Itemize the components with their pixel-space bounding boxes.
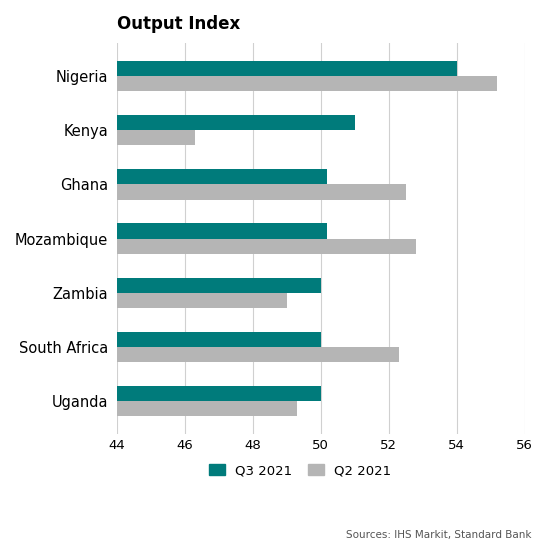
Bar xyxy=(117,347,399,362)
Bar xyxy=(117,169,327,184)
Bar xyxy=(117,60,456,76)
Bar xyxy=(117,130,195,146)
Bar xyxy=(117,332,321,347)
Bar xyxy=(117,76,498,91)
Bar xyxy=(117,115,355,130)
Text: Output Index: Output Index xyxy=(117,15,240,33)
Bar xyxy=(117,386,321,401)
Bar xyxy=(117,184,406,199)
Bar xyxy=(117,293,287,308)
Bar xyxy=(117,223,327,239)
Text: Sources: IHS Markit, Standard Bank: Sources: IHS Markit, Standard Bank xyxy=(346,530,532,540)
Bar xyxy=(117,401,297,416)
Bar xyxy=(117,277,321,293)
Legend: Q3 2021, Q2 2021: Q3 2021, Q2 2021 xyxy=(203,459,397,482)
Bar xyxy=(117,239,416,254)
